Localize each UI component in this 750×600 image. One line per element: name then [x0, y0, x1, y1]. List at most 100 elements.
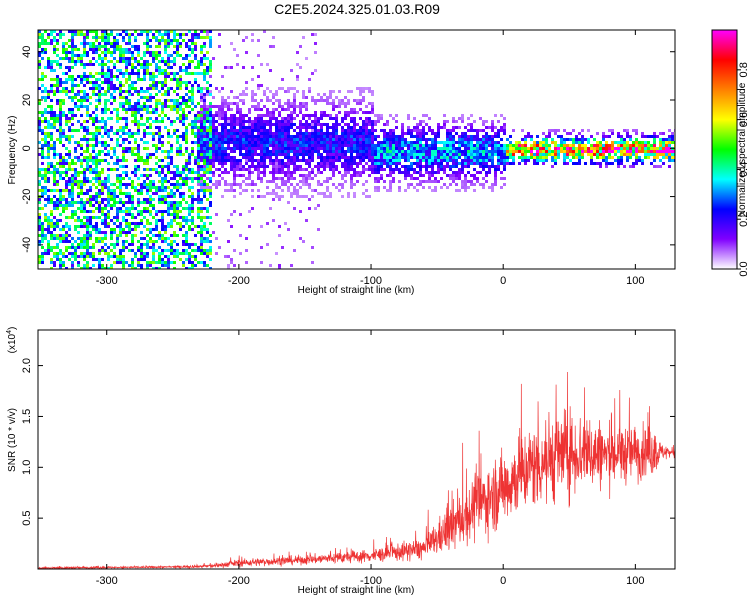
spectrogram-cell [92, 75, 95, 78]
spectrogram-cell [239, 93, 242, 96]
spectrogram-cell [455, 120, 458, 123]
spectrogram-cell [263, 123, 266, 126]
spectrogram-cell [146, 201, 149, 204]
spectrogram-cell [308, 141, 311, 144]
spectrogram-cell [332, 150, 335, 153]
spectrogram-cell [158, 210, 161, 213]
spectrogram-cell [74, 141, 77, 144]
spectrogram-cell [473, 153, 476, 156]
spectrogram-cell [116, 108, 119, 111]
spectrogram-cell [134, 132, 137, 135]
spectrogram-cell [95, 144, 98, 147]
spectrogram-cell [488, 126, 491, 129]
spectrogram-cell [164, 69, 167, 72]
spectrogram-cell [410, 141, 413, 144]
spectrogram-cell [278, 135, 281, 138]
spectrogram-cell [110, 249, 113, 252]
spectrogram-cell [251, 135, 254, 138]
spectrogram-cell [494, 177, 497, 180]
spectrogram-cell [452, 180, 455, 183]
spectrogram-cell [470, 114, 473, 117]
spectrogram-cell [140, 201, 143, 204]
spectrogram-cell [515, 147, 518, 150]
spectrogram-cell [176, 234, 179, 237]
spectrogram-cell [137, 222, 140, 225]
spectrogram-cell [182, 81, 185, 84]
spectrogram-cell [362, 144, 365, 147]
spectrogram-cell [80, 60, 83, 63]
spectrogram-cell [128, 222, 131, 225]
spectrogram-cell [386, 165, 389, 168]
spectrogram-cell [491, 126, 494, 129]
spectrogram-cell [275, 153, 278, 156]
spectrogram-cell [203, 216, 206, 219]
spectrogram-cell [368, 141, 371, 144]
spectrogram-cell [341, 126, 344, 129]
spectrogram-cell [200, 129, 203, 132]
spectrogram-cell [44, 192, 47, 195]
spectrogram-cell [92, 51, 95, 54]
spectrogram-cell [182, 249, 185, 252]
spectrogram-cell [236, 105, 239, 108]
spectrogram-cell [251, 126, 254, 129]
spectrogram-cell [125, 261, 128, 264]
spectrogram-cell [338, 147, 341, 150]
spectrogram-cell [80, 186, 83, 189]
spectrogram-cell [152, 258, 155, 261]
spectrogram-cell [131, 33, 134, 36]
spectrogram-cell [302, 180, 305, 183]
spectrogram-cell [122, 183, 125, 186]
spectrogram-cell [380, 153, 383, 156]
spectrogram-cell [188, 255, 191, 258]
spectrogram-cell [134, 159, 137, 162]
spectrogram-cell [170, 108, 173, 111]
spectrogram-cell [248, 225, 251, 228]
spectrogram-cell [503, 126, 506, 129]
spectrogram-cell [194, 264, 197, 267]
spectrogram-cell [353, 195, 356, 198]
spectrogram-cell [278, 111, 281, 114]
spectrogram-cell [98, 258, 101, 261]
spectrogram-cell [68, 60, 71, 63]
spectrogram-cell [38, 240, 41, 243]
spectrogram-cell [200, 177, 203, 180]
spectrogram-cell [122, 171, 125, 174]
spectrogram-cell [161, 105, 164, 108]
spectrogram-cell [38, 171, 41, 174]
spectrogram-cell [167, 261, 170, 264]
spectrogram-cell [281, 150, 284, 153]
spectrogram-cell [194, 162, 197, 165]
spectrogram-cell [434, 144, 437, 147]
spectrogram-cell [206, 189, 209, 192]
spectrogram-cell [134, 222, 137, 225]
spectrogram-cell [464, 177, 467, 180]
spectrogram-cell [350, 150, 353, 153]
spectrogram-cell [383, 159, 386, 162]
spectrogram-cell [383, 162, 386, 165]
spectrogram-cell [308, 177, 311, 180]
spectrogram-cell [137, 168, 140, 171]
spectrogram-cell [113, 228, 116, 231]
spectrogram-cell [167, 36, 170, 39]
spectrogram-cell [167, 63, 170, 66]
spectrogram-cell [200, 99, 203, 102]
spectrogram-cell [530, 138, 533, 141]
spectrogram-cell [149, 198, 152, 201]
spectrogram-cell [359, 159, 362, 162]
spectrogram-cell [95, 48, 98, 51]
spectrogram-cell [257, 87, 260, 90]
spectrogram-cell [101, 267, 104, 269]
spectrogram-cell [566, 150, 569, 153]
spectrogram-cell [107, 81, 110, 84]
spectrogram-cell [41, 42, 44, 45]
spectrogram-cell [431, 168, 434, 171]
spectrogram-cell [185, 72, 188, 75]
spectrogram-cell [437, 168, 440, 171]
spectrogram-cell [38, 153, 41, 156]
spectrogram-cell [563, 159, 566, 162]
spectrogram-cell [74, 171, 77, 174]
spectrogram-cell [497, 162, 500, 165]
spectrogram-cell [404, 150, 407, 153]
spectrogram-cell [506, 138, 509, 141]
spectrogram-cell [128, 132, 131, 135]
